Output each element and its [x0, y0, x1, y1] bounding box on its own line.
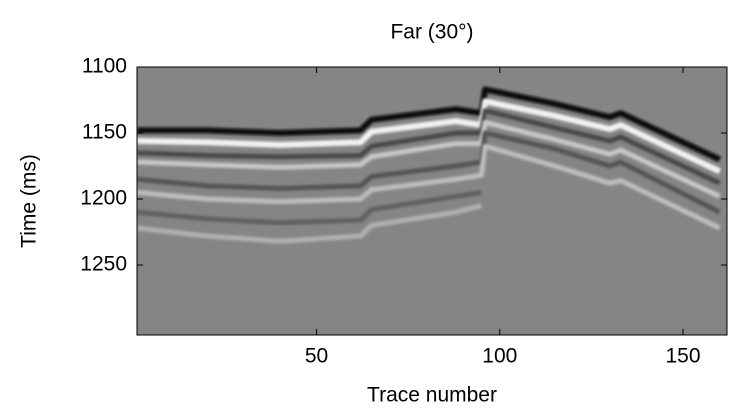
axes-frame: [136, 66, 728, 336]
plot-content: [137, 86, 721, 244]
chart-title: Far (30°): [390, 21, 473, 44]
reflector-line: [137, 203, 483, 244]
reflector-line: [137, 130, 721, 215]
reflector-line: [137, 108, 721, 186]
x-tick-label: 50: [305, 345, 328, 368]
reflector-line: [137, 189, 482, 226]
reflector-line: [137, 86, 721, 163]
x-tick-label: 100: [482, 345, 517, 368]
x-tick-label: 150: [666, 345, 701, 368]
y-axis-label: Time (ms): [18, 154, 41, 248]
y-tick-label: 1150: [82, 121, 127, 144]
x-axis-label: Trace number: [367, 384, 497, 407]
y-tick-label: 1200: [80, 187, 127, 210]
reflector-line: [137, 98, 721, 175]
y-tick-label: 1250: [80, 253, 127, 276]
reflector-line: [137, 143, 721, 231]
y-tick-label: 1100: [82, 55, 127, 78]
reflector-line: [137, 119, 721, 199]
